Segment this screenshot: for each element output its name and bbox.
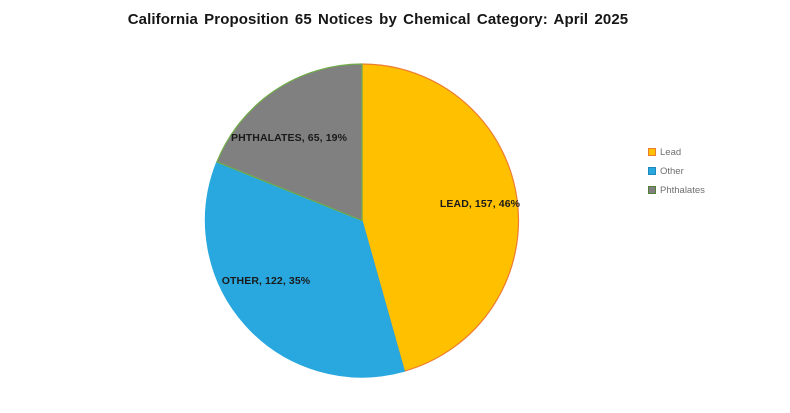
legend-label-phthalates: Phthalates (660, 184, 705, 196)
legend-item-other[interactable]: Other (648, 165, 705, 177)
legend-marker-other-icon (648, 167, 656, 175)
legend-label-lead: Lead (660, 146, 682, 158)
legend-item-lead[interactable]: Lead (648, 146, 705, 158)
legend-marker-lead-icon (648, 148, 656, 156)
legend-item-phthalates[interactable]: Phthalates (648, 184, 705, 196)
pie-slice-lead[interactable] (361, 63, 520, 372)
chart-title: California Proposition 65 Notices by Che… (127, 11, 629, 28)
legend-marker-phthalates-icon (648, 186, 656, 194)
legend-label-other: Other (660, 165, 684, 177)
pie-slice-other[interactable] (204, 161, 405, 378)
legend: Lead Other Phthalates (648, 146, 705, 196)
pie-slice-phthalates[interactable] (216, 63, 363, 222)
